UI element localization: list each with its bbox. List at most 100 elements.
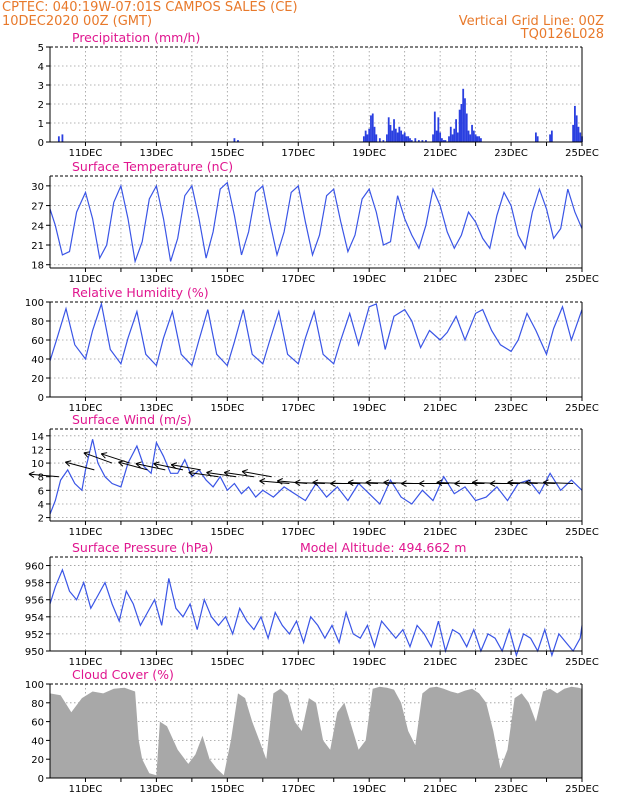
x-tick-label: 19DEC	[352, 784, 386, 795]
x-tick-label: 23DEC	[494, 784, 528, 795]
y-tick-label: 21	[31, 241, 44, 252]
wind-arrow	[259, 478, 290, 485]
precip-bar	[458, 109, 461, 142]
x-tick-label: 11DEC	[69, 527, 103, 538]
precip-bar	[432, 134, 434, 142]
x-tick-label: 15DEC	[210, 148, 244, 159]
precip-bar	[437, 117, 440, 142]
wind-arrow-head	[347, 479, 354, 486]
temperature-series-line	[49, 181, 583, 264]
y-tick-label: 60	[31, 336, 44, 347]
wind-arrow-head	[65, 460, 72, 467]
wind-arrow-shaft	[543, 481, 574, 485]
precip-bar	[407, 136, 410, 142]
y-tick-label: 24	[31, 221, 44, 232]
y-tick-label: 40	[31, 355, 44, 366]
wind-arrow	[65, 460, 95, 471]
wind-arrow	[436, 479, 467, 486]
cloud-cover-area	[50, 686, 582, 778]
wind-arrow-head	[241, 469, 248, 476]
y-tick-label: 4	[38, 62, 44, 73]
precip-bar	[396, 132, 399, 142]
x-tick-label: 23DEC	[494, 527, 528, 538]
x-tick-label: 13DEC	[140, 274, 174, 285]
wind-arrow-head	[170, 462, 178, 469]
precip-bar	[57, 136, 60, 142]
precip-bar	[439, 132, 442, 142]
precip-bar	[233, 138, 236, 142]
wind-arrow-head	[401, 480, 407, 487]
x-tick-label: 21DEC	[423, 148, 457, 159]
y-tick-label: 954	[25, 613, 44, 624]
wind-arrow-head	[365, 479, 372, 486]
precip-bar	[417, 140, 420, 142]
precip-bar	[448, 136, 450, 142]
wind-arrow-head	[206, 469, 213, 477]
x-tick-label: 11DEC	[69, 403, 103, 414]
wind-arrow-head	[83, 451, 90, 458]
panel-title: Relative Humidity (%)	[72, 285, 209, 300]
wind-arrow	[454, 480, 485, 487]
wind-arrow	[206, 469, 237, 478]
wind-arrow-shaft	[28, 473, 59, 478]
y-tick-label: 18	[31, 261, 44, 272]
header: CPTEC: 040:19W-07:01S CAMPOS SALES (CE) …	[0, 0, 618, 46]
wind-arrow-head	[436, 479, 443, 486]
x-tick-label: 13DEC	[140, 784, 174, 795]
wind-arrow	[223, 469, 255, 478]
panel-annotation: Model Altitude: 494.662 m	[300, 540, 466, 555]
precip-bar	[61, 134, 64, 142]
precip-bar	[464, 98, 466, 142]
wind-arrow-head	[294, 479, 301, 486]
precip-bar	[442, 140, 445, 142]
x-tick-label: 17DEC	[281, 148, 315, 159]
x-tick-label: 17DEC	[281, 784, 315, 795]
x-tick-label: 15DEC	[210, 657, 244, 668]
panel-title: Surface Temperature (nC)	[72, 159, 233, 174]
wind-arrow-head	[525, 479, 532, 486]
wind-arrow-head	[471, 479, 478, 486]
x-tick-label: 23DEC	[494, 274, 528, 285]
humidity-series-line	[49, 301, 583, 367]
y-tick-label: 0	[38, 774, 44, 785]
precip-bar	[237, 140, 239, 142]
x-tick-label: 25DEC	[565, 403, 599, 414]
humidity-panel: 0 20 40 60 80 100 11DEC 13DEC 15DEC 17DEC 19DEC 21D…	[25, 285, 599, 414]
precip-bar	[382, 140, 385, 142]
x-tick-label: 15DEC	[210, 527, 244, 538]
wind-arrow-shaft	[348, 481, 379, 485]
wind-arrow	[312, 479, 343, 486]
precip-bar	[366, 134, 369, 142]
wind-arrow-head	[418, 480, 425, 487]
precip-bar	[444, 140, 447, 142]
wind-arrow-head	[28, 471, 35, 478]
precip-bar	[575, 115, 578, 142]
precip-bar	[400, 130, 403, 142]
wind-arrow	[365, 479, 396, 486]
wind-arrow	[135, 461, 166, 471]
y-tick-label: 12	[31, 445, 44, 456]
precip-bar	[577, 126, 580, 142]
wind-arrow-shaft	[83, 452, 113, 464]
wind-arrow-head	[542, 479, 549, 486]
x-tick-label: 11DEC	[69, 657, 103, 668]
wind-arrow-shaft	[259, 480, 290, 485]
precip-bar	[364, 130, 367, 142]
y-tick-label: 27	[31, 202, 44, 213]
x-tick-label: 19DEC	[352, 148, 386, 159]
x-tick-label: 17DEC	[281, 274, 315, 285]
precip-bar	[574, 105, 576, 142]
precip-bar	[572, 124, 575, 142]
precip-bar	[362, 136, 365, 142]
station-info: CPTEC: 040:19W-07:01S CAMPOS SALES (CE)	[2, 0, 298, 15]
precip-bar	[467, 130, 470, 142]
x-tick-label: 21DEC	[423, 274, 457, 285]
wind-arrow-head	[223, 469, 231, 477]
precip-bar	[476, 136, 479, 142]
wind-arrow-shaft	[294, 481, 325, 485]
precip-bar	[403, 132, 406, 142]
x-tick-label: 13DEC	[140, 527, 174, 538]
x-tick-label: 19DEC	[352, 403, 386, 414]
wind-arrow	[471, 479, 503, 486]
x-tick-label: 11DEC	[69, 274, 103, 285]
